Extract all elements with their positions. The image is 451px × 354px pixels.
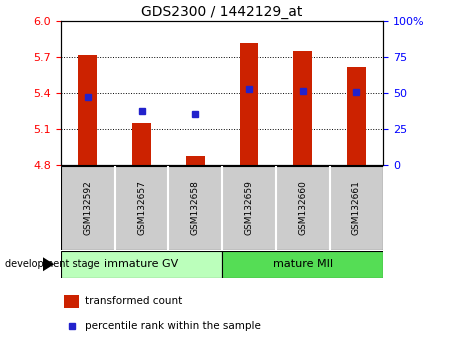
Text: GSM132592: GSM132592 (83, 181, 92, 235)
Text: GSM132658: GSM132658 (191, 181, 200, 235)
Text: transformed count: transformed count (85, 296, 182, 306)
Text: immature GV: immature GV (104, 259, 179, 269)
Text: GSM132660: GSM132660 (298, 181, 307, 235)
Bar (132, 123, 151, 165)
Bar (78, 55, 97, 165)
Bar (61, 251, 222, 278)
Text: GSM132657: GSM132657 (137, 181, 146, 235)
Bar (347, 67, 366, 165)
Bar (222, 251, 383, 278)
Text: GSM132661: GSM132661 (352, 181, 361, 235)
Bar (64, 295, 78, 308)
Polygon shape (43, 257, 54, 271)
Text: development stage: development stage (5, 259, 99, 269)
Bar (239, 43, 258, 165)
Bar (186, 156, 205, 165)
Text: GSM132659: GSM132659 (244, 181, 253, 235)
Text: percentile rank within the sample: percentile rank within the sample (85, 321, 261, 331)
Text: mature MII: mature MII (273, 259, 333, 269)
Bar (293, 51, 312, 165)
Title: GDS2300 / 1442129_at: GDS2300 / 1442129_at (142, 5, 303, 19)
